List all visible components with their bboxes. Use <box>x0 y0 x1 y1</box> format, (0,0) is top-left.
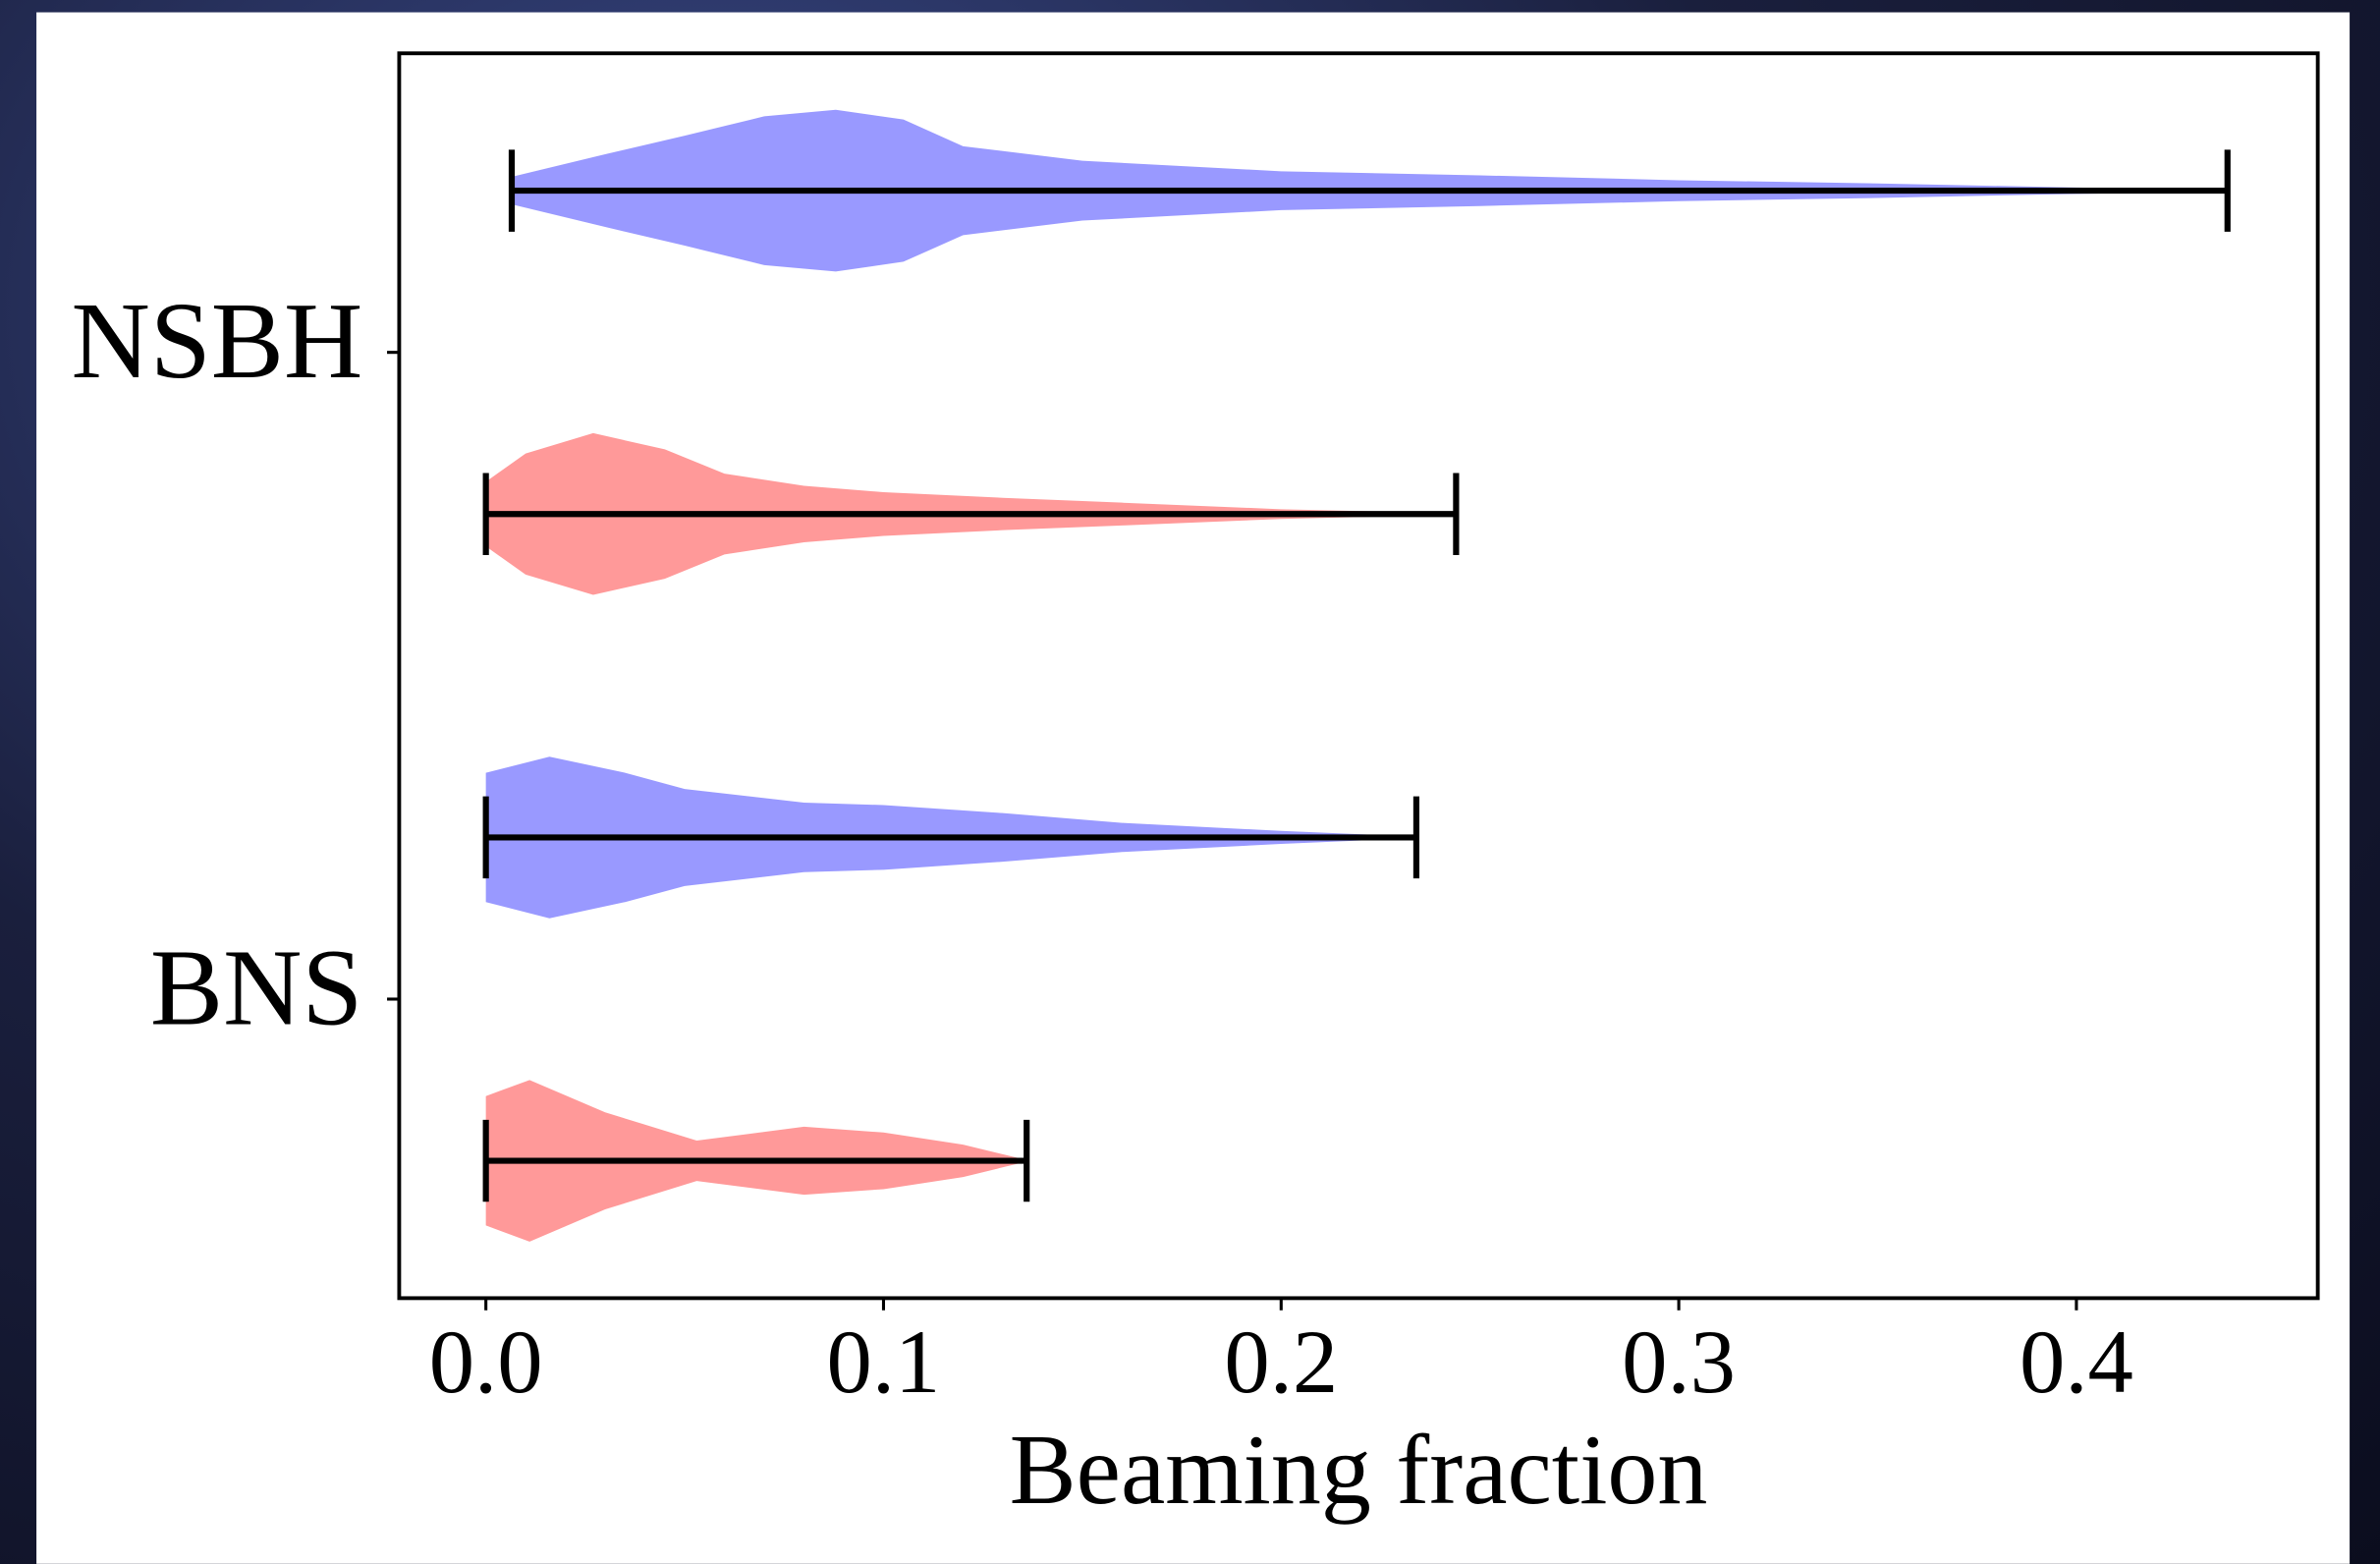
plot-frame <box>397 51 2320 1301</box>
x-tick-label: 0.2 <box>1224 1312 1338 1413</box>
y-tick-label: BNS <box>150 928 362 1049</box>
x-tick-label: 0.4 <box>2020 1312 2133 1413</box>
x-tick-label: 0.0 <box>429 1312 543 1413</box>
x-tick-label: 0.3 <box>1622 1312 1736 1413</box>
panel <box>36 12 2351 1564</box>
y-tick-label: NSBH <box>72 281 363 402</box>
x-axis-label: Beaming fraction <box>1010 1415 1708 1526</box>
x-tick-label: 0.1 <box>827 1312 941 1413</box>
